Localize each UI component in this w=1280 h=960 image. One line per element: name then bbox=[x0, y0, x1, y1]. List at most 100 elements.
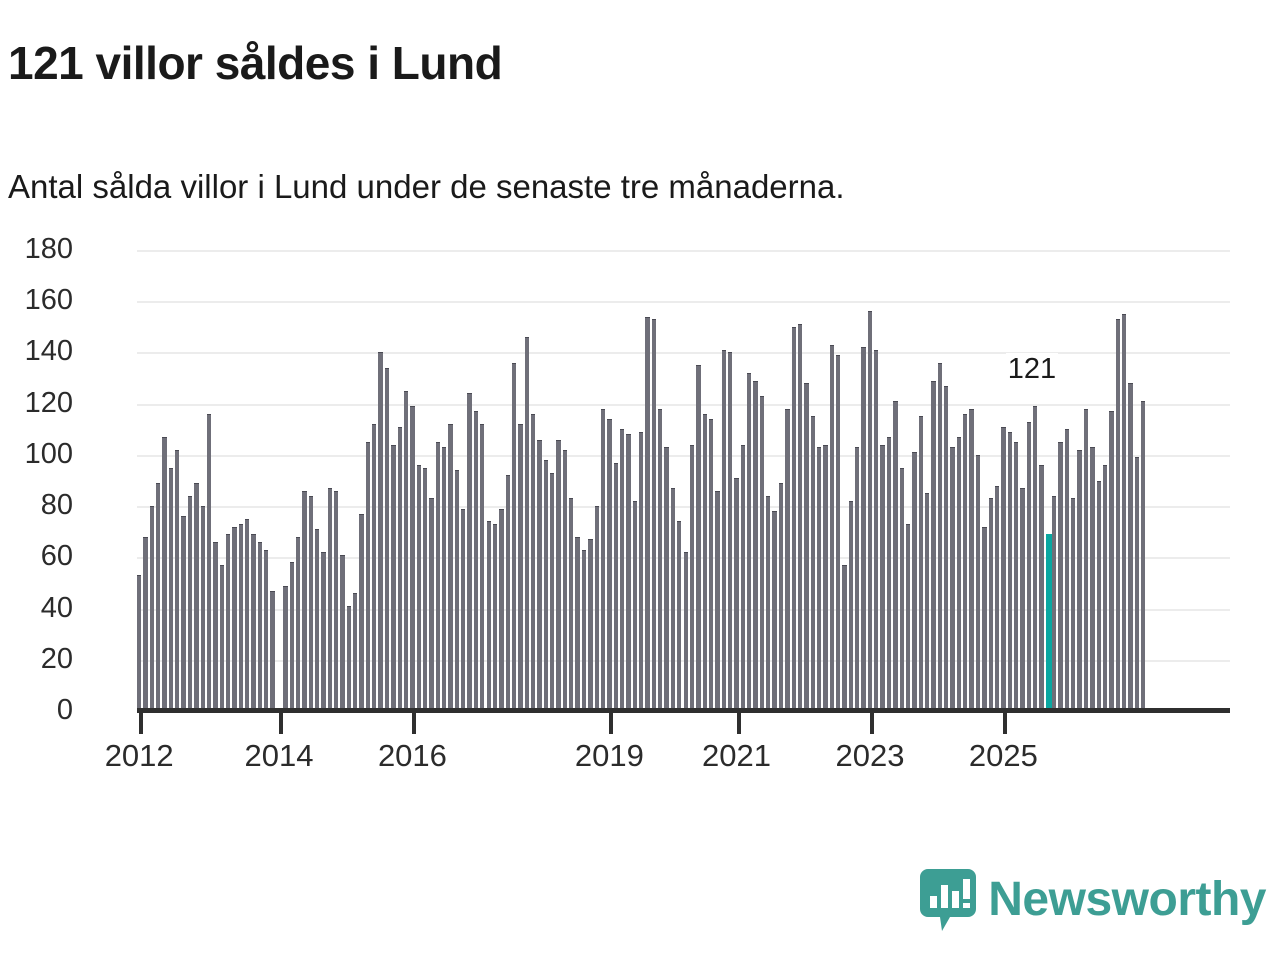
bar bbox=[918, 416, 923, 711]
bar bbox=[651, 319, 657, 711]
bar bbox=[874, 349, 879, 711]
bar bbox=[524, 337, 529, 711]
bar bbox=[1083, 408, 1089, 711]
bar bbox=[219, 565, 224, 711]
bar bbox=[683, 552, 688, 711]
bar bbox=[321, 552, 326, 711]
bar bbox=[302, 490, 307, 711]
bar bbox=[1026, 421, 1031, 711]
bar bbox=[378, 352, 383, 711]
bar bbox=[346, 606, 352, 711]
bar bbox=[372, 424, 377, 711]
bar bbox=[435, 442, 440, 711]
bar bbox=[1013, 442, 1019, 711]
page-subtitle: Antal sålda villor i Lund under de senas… bbox=[8, 168, 845, 205]
bar bbox=[1134, 457, 1140, 711]
bar bbox=[340, 554, 345, 711]
bar bbox=[403, 390, 409, 711]
x-axis-tick bbox=[139, 711, 144, 734]
bar bbox=[530, 413, 536, 711]
gridline bbox=[137, 506, 1230, 509]
x-axis-tick-label: 2023 bbox=[835, 738, 905, 773]
bar bbox=[429, 498, 434, 711]
bar bbox=[696, 365, 701, 711]
bar bbox=[867, 311, 873, 711]
bar bbox=[766, 495, 771, 711]
bar-chart: 0 20 40 60 80 100 120 140 160 180 2012 2014 2016 201… bbox=[0, 228, 1280, 773]
bar bbox=[734, 477, 739, 711]
bar-chart-speech-bubble-icon bbox=[920, 869, 977, 931]
bar bbox=[365, 442, 371, 711]
bar bbox=[200, 506, 205, 711]
bar bbox=[1077, 449, 1082, 711]
bar bbox=[1039, 465, 1044, 711]
bar bbox=[670, 488, 676, 711]
bar bbox=[727, 352, 733, 711]
bar bbox=[721, 349, 726, 711]
bar bbox=[486, 521, 491, 711]
bar bbox=[562, 449, 568, 711]
bar bbox=[581, 549, 587, 711]
bar bbox=[511, 362, 517, 711]
x-axis-tick-label: 2025 bbox=[968, 738, 1038, 773]
bar bbox=[810, 416, 815, 711]
x-axis-tick bbox=[609, 711, 614, 734]
bar bbox=[416, 465, 421, 711]
bar bbox=[308, 495, 313, 711]
bar bbox=[550, 472, 555, 711]
page-title: 121 villor såldes i Lund bbox=[8, 37, 503, 89]
bar bbox=[715, 490, 720, 711]
bar bbox=[353, 593, 358, 711]
bar bbox=[410, 406, 415, 711]
x-axis-tick-label: 2019 bbox=[574, 738, 644, 773]
bar bbox=[556, 439, 561, 711]
bar bbox=[886, 436, 892, 711]
newsworthy-logo[interactable]: Newsworthy bbox=[920, 868, 1266, 932]
bar bbox=[391, 444, 396, 711]
bar bbox=[778, 483, 784, 711]
bar bbox=[187, 495, 193, 711]
bar bbox=[1109, 411, 1114, 711]
bar bbox=[607, 419, 612, 711]
x-axis-tick-label: 2014 bbox=[244, 738, 314, 773]
bar bbox=[270, 590, 275, 711]
bar bbox=[442, 447, 447, 711]
bar bbox=[283, 585, 288, 711]
bar bbox=[836, 355, 841, 711]
bar bbox=[804, 383, 809, 711]
bar bbox=[162, 436, 167, 711]
bar bbox=[1102, 465, 1108, 711]
bar bbox=[708, 419, 714, 711]
y-axis-tick-label: 20 bbox=[40, 642, 73, 675]
bar bbox=[1020, 488, 1025, 711]
bar bbox=[594, 506, 599, 711]
bar bbox=[149, 506, 155, 711]
y-axis-tick-label: 40 bbox=[40, 591, 73, 624]
bar bbox=[537, 439, 542, 711]
bar bbox=[289, 562, 294, 711]
bar bbox=[461, 508, 466, 711]
bar bbox=[988, 498, 993, 711]
bar bbox=[639, 431, 644, 711]
bar bbox=[645, 316, 650, 711]
bar bbox=[785, 408, 790, 711]
bar bbox=[772, 511, 777, 711]
bar bbox=[842, 565, 847, 711]
highlight-value-label: 121 bbox=[1005, 353, 1059, 387]
bar bbox=[327, 488, 332, 711]
y-axis-tick-label: 140 bbox=[24, 335, 73, 368]
x-axis-tick bbox=[1003, 711, 1008, 734]
bar bbox=[982, 526, 987, 711]
bar bbox=[924, 493, 930, 711]
bar bbox=[1090, 447, 1095, 711]
bar bbox=[740, 444, 746, 711]
gridline bbox=[137, 301, 1230, 304]
bar bbox=[797, 324, 803, 711]
bar bbox=[994, 485, 1000, 711]
bar bbox=[206, 413, 212, 711]
bar bbox=[225, 534, 231, 711]
bar bbox=[893, 401, 898, 711]
bar bbox=[518, 424, 523, 711]
bar bbox=[975, 454, 981, 711]
bar bbox=[613, 462, 618, 711]
